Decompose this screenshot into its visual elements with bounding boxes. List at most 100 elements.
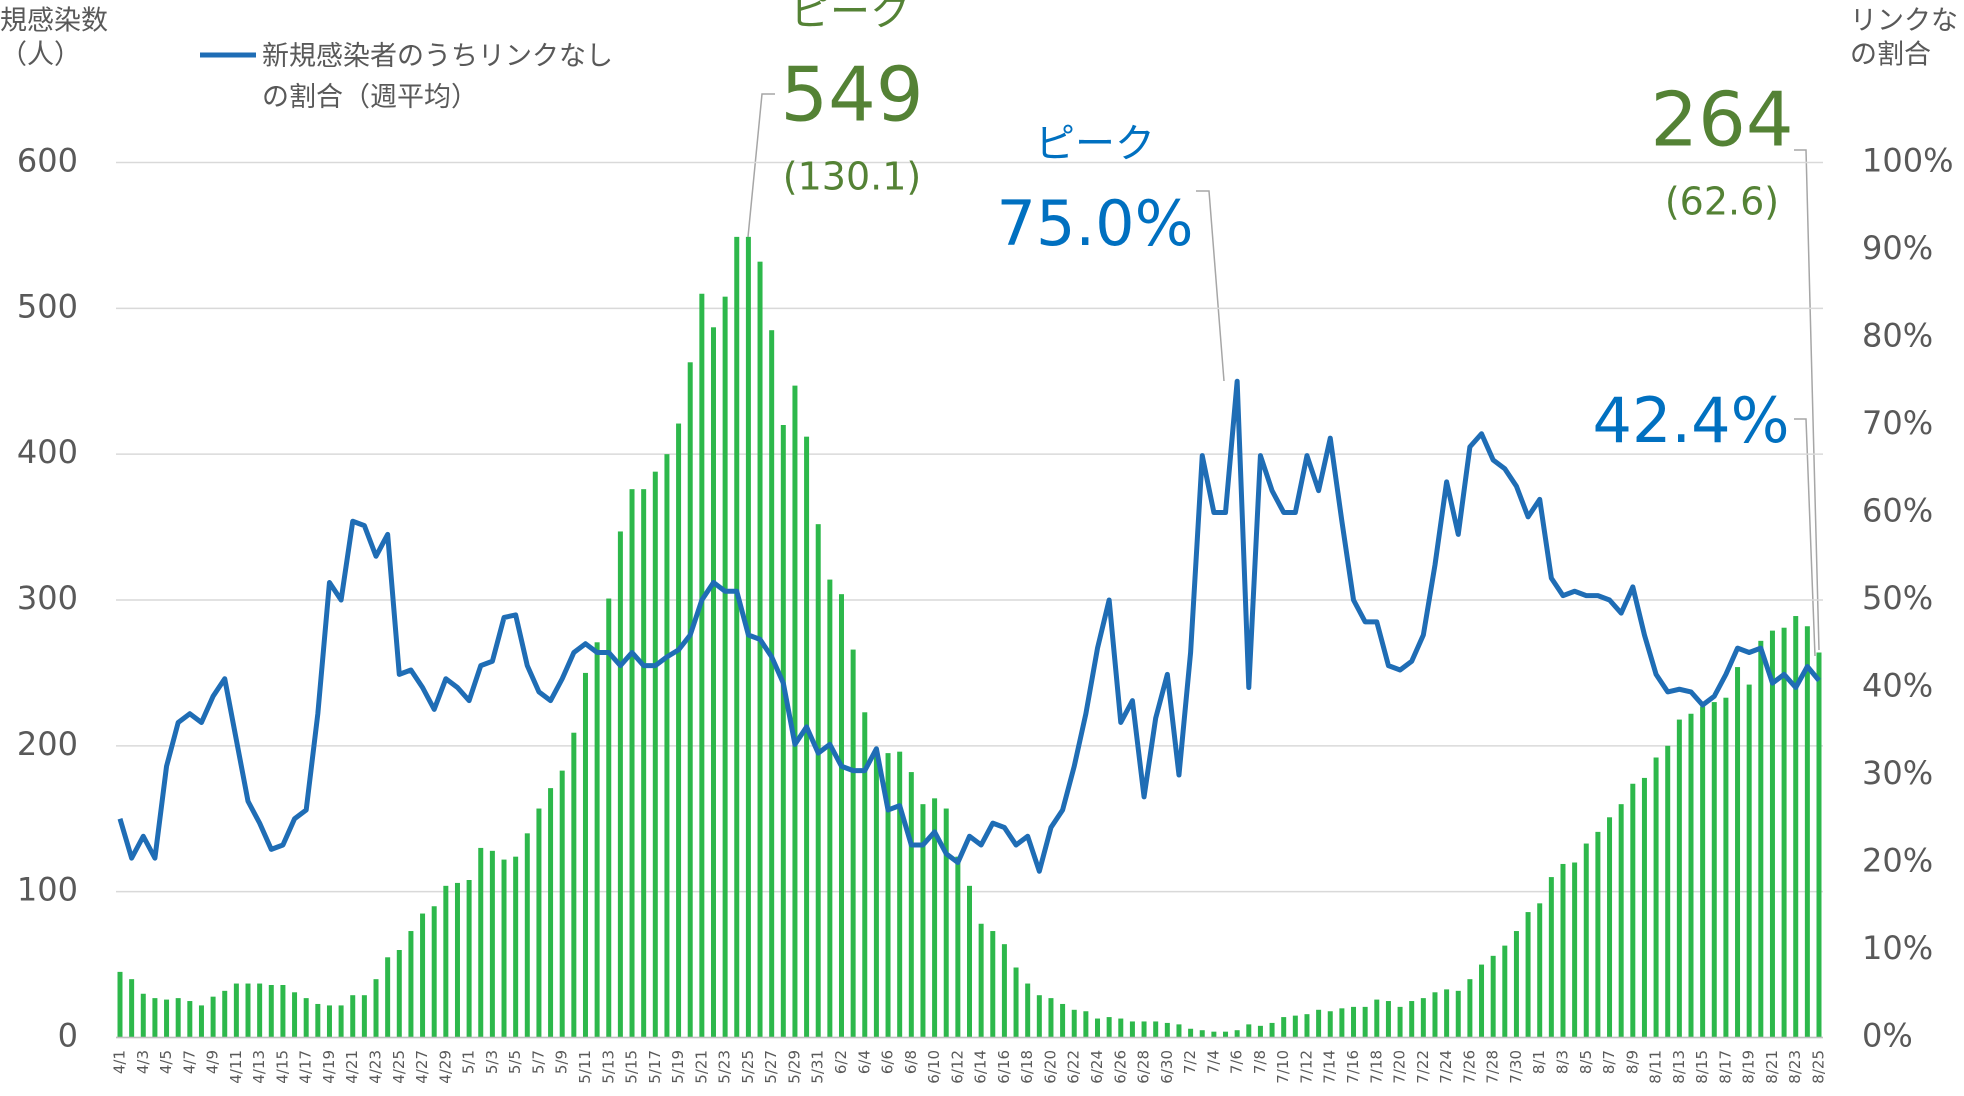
x-tick-label: 5/27 [762, 1050, 780, 1084]
bar [1199, 1030, 1205, 1038]
x-tick-label: 5/23 [716, 1050, 734, 1084]
bar [1560, 863, 1566, 1038]
bar [862, 712, 868, 1038]
bar [350, 995, 356, 1038]
bar [1572, 862, 1578, 1038]
bar [1339, 1008, 1345, 1038]
x-tick-label: 8/19 [1740, 1050, 1758, 1084]
x-tick-label: 5/31 [809, 1050, 827, 1084]
y2-tick-label: 70% [1862, 404, 1933, 442]
x-tick-label: 7/12 [1297, 1050, 1315, 1084]
bar [827, 579, 833, 1038]
bar [1525, 912, 1531, 1038]
bar [932, 798, 938, 1038]
bar [187, 1001, 193, 1038]
y2-tick-label: 0% [1862, 1017, 1913, 1055]
bar [1129, 1021, 1135, 1038]
x-tick-label: 7/28 [1484, 1050, 1502, 1084]
bar [257, 983, 263, 1038]
annotation: 549 [780, 51, 923, 139]
x-tick-label: 6/12 [948, 1050, 966, 1084]
bar [792, 385, 798, 1038]
bar [804, 436, 810, 1038]
bar [908, 772, 914, 1038]
x-tick-label: 4/5 [157, 1050, 175, 1074]
bar [326, 1005, 332, 1038]
bar [943, 808, 949, 1038]
legend-label: 新規感染者のうちリンクなしの割合（週平均） [262, 41, 613, 113]
bar [1362, 1006, 1368, 1038]
bar [117, 971, 123, 1038]
x-tick-label: 5/9 [553, 1050, 571, 1074]
bar [582, 672, 588, 1038]
bar [1095, 1018, 1101, 1038]
y2-tick-label: 100% [1862, 142, 1953, 180]
bar [1013, 967, 1019, 1038]
x-tick-label: 6/20 [1041, 1050, 1059, 1084]
annotation: 42.4% [1593, 384, 1790, 457]
bar [641, 489, 647, 1038]
bar [1479, 964, 1485, 1038]
bar [548, 788, 554, 1038]
x-tick-label: 5/19 [669, 1050, 687, 1084]
bar [1269, 1022, 1275, 1038]
bar [175, 998, 181, 1038]
bar [1653, 757, 1659, 1038]
x-tick-label: 8/1 [1530, 1050, 1548, 1074]
bar [466, 880, 472, 1038]
bar [571, 732, 577, 1038]
bar [815, 524, 821, 1038]
bar [501, 859, 507, 1038]
bar [1432, 992, 1438, 1038]
x-tick-label: 6/14 [972, 1050, 990, 1084]
x-tick-label: 6/18 [1018, 1050, 1036, 1084]
x-tick-label: 7/18 [1367, 1050, 1385, 1084]
x-tick-label: 5/25 [739, 1050, 757, 1084]
bar [594, 642, 600, 1038]
bar [1467, 979, 1473, 1038]
x-tick-label: 6/28 [1135, 1050, 1153, 1084]
x-tick-label: 7/26 [1460, 1050, 1478, 1084]
y2-axis-label: リンクな [1850, 6, 1958, 37]
bar [1048, 998, 1054, 1038]
x-tick-label: 4/15 [273, 1050, 291, 1084]
x-tick-label: 4/23 [367, 1050, 385, 1084]
bar [1420, 998, 1426, 1038]
bar [1409, 1001, 1415, 1038]
bar [513, 856, 519, 1038]
bar [373, 979, 379, 1038]
bar [1804, 626, 1810, 1038]
y-tick-label: 100 [17, 871, 78, 909]
x-tick-label: 8/21 [1763, 1050, 1781, 1084]
bar [303, 998, 309, 1038]
bar [1060, 1003, 1066, 1038]
x-tick-label: 7/2 [1181, 1050, 1199, 1074]
bar [885, 753, 891, 1038]
bar [164, 999, 170, 1038]
bar [536, 808, 542, 1038]
bar [292, 992, 298, 1038]
bar [1188, 1028, 1194, 1038]
x-tick-label: 5/21 [692, 1050, 710, 1084]
leader-line [1794, 149, 1820, 651]
bar [955, 856, 961, 1038]
x-tick-label: 7/6 [1228, 1050, 1246, 1074]
bar [652, 471, 658, 1038]
x-tick-label: 5/7 [529, 1050, 547, 1074]
bar [710, 327, 716, 1038]
x-tick-label: 4/19 [320, 1050, 338, 1084]
x-tick-label: 5/3 [483, 1050, 501, 1074]
y2-tick-label: 80% [1862, 317, 1933, 355]
y-tick-label: 500 [17, 287, 78, 325]
annotation: ピーク [790, 0, 910, 35]
bar [757, 261, 763, 1038]
y-tick-label: 600 [17, 142, 78, 180]
leader-line [1196, 190, 1225, 382]
x-tick-label: 4/13 [250, 1050, 268, 1084]
x-tick-label: 7/10 [1274, 1050, 1292, 1084]
bar [780, 425, 786, 1038]
x-tick-label: 8/3 [1553, 1050, 1571, 1074]
bar [1793, 616, 1799, 1038]
bar [734, 236, 740, 1038]
y-axis-label: （人） [0, 40, 81, 71]
